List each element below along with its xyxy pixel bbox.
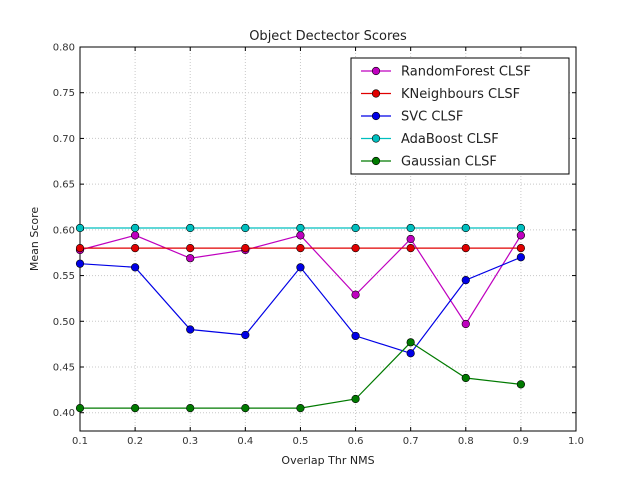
legend-marker [371, 111, 381, 121]
legend-marker [371, 66, 381, 76]
data-point [131, 263, 140, 272]
data-point [516, 223, 525, 233]
data-point [296, 231, 305, 240]
data-point [351, 290, 360, 299]
x-tick-label: 1.0 [568, 436, 584, 447]
x-tick-label: 0.1 [72, 436, 88, 447]
data-point [406, 349, 415, 358]
legend-label: SVC CLSF [401, 110, 463, 125]
y-tick-label: 0.55 [53, 271, 75, 282]
data-point [351, 244, 360, 253]
legend-entry-0: RandomForest CLSF [361, 65, 531, 80]
data-point [461, 244, 470, 253]
data-point [516, 253, 525, 262]
x-tick-label: 0.5 [292, 436, 308, 447]
data-point [75, 223, 85, 233]
data-point [351, 223, 360, 233]
data-point [131, 231, 140, 240]
data-point [296, 404, 305, 413]
data-point [75, 244, 85, 253]
data-point [75, 259, 85, 268]
data-point [186, 244, 195, 253]
x-tick-label: 0.7 [403, 436, 419, 447]
legend-label: RandomForest CLSF [401, 65, 531, 80]
legend-marker [371, 156, 381, 166]
legend-marker [371, 89, 381, 98]
legend-label: AdaBoost CLSF [401, 132, 499, 147]
data-point [186, 254, 195, 263]
x-tick-label: 0.9 [513, 436, 529, 447]
data-point [241, 330, 250, 340]
data-point [186, 223, 195, 233]
data-point [461, 276, 470, 285]
legend-entry-2: SVC CLSF [361, 110, 463, 125]
y-axis-label: Mean Score [28, 207, 41, 272]
y-tick-label: 0.60 [53, 225, 75, 236]
y-tick-label: 0.80 [53, 43, 75, 54]
data-point [296, 263, 305, 272]
data-point [296, 244, 305, 253]
data-point [406, 234, 415, 244]
series-group [75, 223, 525, 413]
series-4 [75, 338, 525, 413]
y-tick-label: 0.40 [53, 408, 75, 419]
legend-entry-4: Gaussian CLSF [361, 155, 497, 170]
data-point [186, 404, 195, 413]
data-point [516, 244, 525, 253]
data-point [461, 223, 470, 233]
data-point [406, 223, 415, 233]
y-tick-label: 0.75 [53, 88, 75, 99]
y-tick-label: 0.65 [53, 180, 75, 191]
legend: RandomForest CLSF KNeighbours CLSF SVC CLS… [350, 57, 570, 175]
x-tick-label: 0.2 [127, 436, 143, 447]
chart-title: Object Dectector Scores [249, 29, 407, 44]
legend-label: KNeighbours CLSF [401, 87, 520, 102]
axis-ticks: 0.1 0.2 0.3 0.4 0.5 0.6 0.7 0.8 0.9 1.0 0.40 0.45 0.… [53, 43, 584, 448]
legend-label: Gaussian CLSF [401, 155, 497, 170]
data-point [241, 404, 250, 413]
legend-entry-1: KNeighbours CLSF [361, 87, 520, 102]
data-point [75, 404, 85, 413]
y-tick-label: 0.70 [53, 134, 75, 145]
data-point [516, 231, 525, 240]
x-tick-label: 0.8 [458, 436, 474, 447]
series-1 [75, 244, 525, 253]
data-point [351, 331, 360, 341]
x-tick-label: 0.4 [237, 436, 253, 447]
data-point [131, 404, 140, 413]
data-point [406, 244, 415, 253]
data-point [131, 244, 140, 253]
data-point [461, 373, 470, 383]
series-3 [75, 223, 525, 233]
series-0 [75, 231, 525, 329]
data-point [296, 223, 305, 233]
data-point [186, 325, 195, 334]
data-point [241, 244, 250, 253]
x-axis-label: Overlap Thr NMS [281, 454, 374, 467]
plot-frame [79, 46, 577, 432]
series-2 [75, 253, 525, 358]
data-point [241, 223, 250, 233]
x-tick-label: 0.3 [182, 436, 198, 447]
legend-entry-3: AdaBoost CLSF [361, 132, 499, 147]
legend-marker [371, 134, 381, 143]
data-point [461, 319, 470, 329]
x-tick-label: 0.6 [348, 436, 364, 447]
data-point [351, 394, 360, 404]
data-point [516, 380, 525, 389]
y-tick-label: 0.50 [53, 317, 75, 328]
data-point [406, 338, 415, 347]
data-point [131, 223, 140, 233]
y-tick-label: 0.45 [53, 363, 75, 374]
